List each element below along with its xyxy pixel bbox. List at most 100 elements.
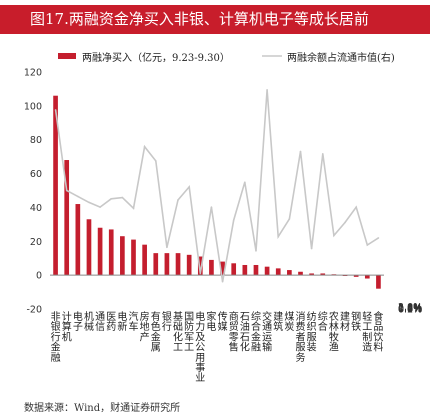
x-tick-label: 家电 — [206, 310, 216, 333]
line-point — [377, 237, 380, 239]
line-point — [132, 207, 135, 210]
line-series — [54, 89, 379, 282]
bar — [353, 275, 359, 277]
x-tick-label: 银行 — [162, 310, 172, 333]
x-tick-label: 传媒 — [218, 311, 228, 333]
line-point — [277, 235, 280, 238]
bar — [186, 254, 192, 276]
bar — [364, 275, 370, 279]
line-point — [65, 189, 68, 192]
x-tick-label: 轻工制造 — [362, 310, 372, 354]
legend-label-line: 两融余额占流通市值(右) — [287, 51, 395, 64]
y-left-tick-label: 120 — [24, 68, 42, 79]
line-point — [143, 145, 146, 148]
x-tick-label: 房地产 — [140, 310, 150, 343]
line-point — [54, 109, 57, 111]
x-tick-label: 有色金属 — [151, 310, 161, 354]
bar — [275, 268, 281, 276]
chart-title: 图17.两融资金净买入非银、计算机电子等成长居前 — [30, 10, 369, 28]
line-point — [366, 244, 369, 246]
bar — [242, 264, 248, 276]
line-point — [299, 150, 302, 153]
bar — [253, 264, 259, 276]
line-point — [321, 152, 324, 155]
line-point — [344, 221, 346, 224]
y-right-tick-label: 0.6% — [398, 304, 422, 315]
x-tick-label: 钢铁 — [351, 310, 361, 333]
y-left-tick-label: 60 — [30, 169, 42, 180]
x-tick-label: 食品饮料 — [373, 310, 383, 354]
x-tick-label: 综合 — [318, 310, 328, 333]
x-tick-label: 国防军工 — [184, 311, 194, 354]
line-point — [255, 250, 257, 252]
bar — [197, 256, 203, 276]
y-left-tick-label: 20 — [30, 237, 42, 248]
x-tick-label: 农林牧渔 — [329, 310, 339, 354]
x-tick-label: 电新 — [117, 310, 127, 333]
x-tick-label: 建筑 — [273, 310, 283, 333]
x-tick-label: 商贸零售 — [229, 310, 239, 354]
bar — [86, 219, 92, 276]
line-point — [266, 88, 268, 91]
bar — [131, 239, 136, 276]
y-right-tick-label: 0.8% — [398, 304, 422, 315]
y-right-tick-label: 1.2% — [398, 303, 422, 314]
bar — [298, 271, 303, 276]
legend-label-bars: 两融净买入（亿元，9.23-9.30） — [82, 51, 230, 64]
bar — [142, 244, 147, 276]
line-point — [188, 186, 190, 188]
y-right-tick-label: 0.0% — [398, 305, 422, 316]
line-point — [166, 246, 168, 249]
y-right-tick-label: 1.4% — [398, 303, 422, 314]
line-point — [310, 247, 313, 250]
x-tick-label: 消费者服务 — [296, 310, 306, 364]
line-point — [154, 160, 157, 162]
y-right-tick-label: 1.8% — [398, 302, 422, 313]
y-right-tick-label: 2.0% — [398, 302, 422, 313]
y-left-tick-label: 80 — [30, 135, 42, 146]
bar — [97, 227, 103, 276]
bar — [164, 253, 170, 276]
bar — [309, 273, 314, 276]
x-tick-label: 电子 — [73, 310, 83, 333]
bar — [220, 261, 225, 276]
bar — [175, 253, 181, 276]
y-left-tick-label: 0 — [36, 271, 42, 282]
line-point — [99, 206, 101, 208]
line-point — [210, 206, 213, 208]
x-tick-label: 基础化工 — [173, 310, 183, 354]
y-left-tick-label: 100 — [24, 101, 42, 112]
bar — [108, 229, 114, 276]
line-point — [177, 199, 179, 201]
y-right-tick-label: 1.6% — [398, 303, 422, 314]
chart-plot: 两融净买入（亿元，9.23-9.30） 两融余额占流通市值(右) -20 0 20 40 6… — [24, 51, 422, 384]
bar — [64, 160, 70, 276]
bar — [53, 95, 58, 276]
x-tick-label: 交通运输 — [262, 310, 272, 354]
bar — [120, 236, 125, 276]
y-right-tick-label: 0.4% — [398, 304, 422, 315]
line-point — [88, 201, 90, 204]
line-point — [244, 181, 246, 184]
bar — [209, 259, 214, 276]
x-tick-label: 机械 — [84, 310, 94, 333]
y-right-tick-label: 0.2% — [398, 304, 422, 315]
bar — [153, 253, 159, 276]
bar — [231, 263, 237, 276]
line-point — [232, 219, 235, 221]
x-tick-label: 电力及公用事业 — [195, 310, 205, 384]
x-tick-label: 非银行金融 — [51, 311, 61, 364]
line-point — [199, 272, 202, 275]
x-tick-label: 计算机 — [62, 310, 72, 343]
line-point — [333, 234, 335, 237]
title-bar — [0, 5, 430, 34]
x-tick-label: 纺织服装 — [307, 310, 317, 354]
y-left-tick-label: -20 — [26, 305, 42, 316]
line-point — [77, 195, 79, 198]
x-tick-label: 综合金融 — [251, 310, 261, 354]
y-left-tick-label: 40 — [30, 203, 42, 214]
line-point — [355, 206, 357, 208]
y-right-tick-label: 1.0% — [398, 303, 422, 314]
bar — [287, 270, 292, 276]
